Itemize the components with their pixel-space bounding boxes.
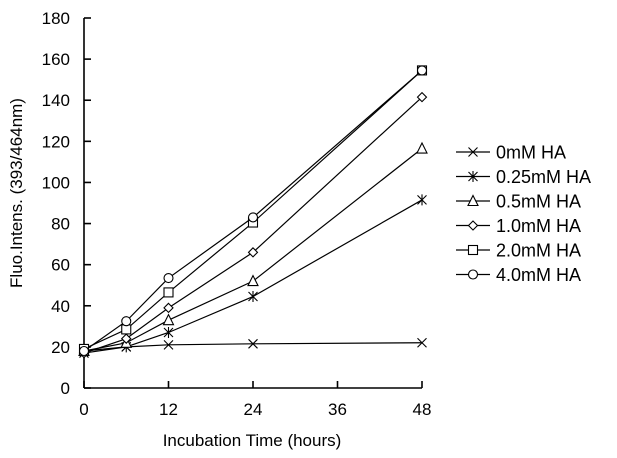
legend-label: 2.0mM HA bbox=[496, 241, 581, 261]
legend-marker bbox=[467, 220, 479, 231]
series bbox=[78, 65, 428, 359]
legend: 0mM HA 0.25mM HA 0.5mM HA 1.0mM HA 2.0mM HA 4… bbox=[456, 143, 591, 285]
x-tick-label: 12 bbox=[159, 400, 178, 419]
circle-marker-shape bbox=[78, 345, 90, 357]
y-tick-label: 160 bbox=[42, 50, 70, 69]
data-point bbox=[121, 316, 132, 327]
data-point bbox=[121, 324, 132, 335]
circle-marker-shape bbox=[467, 269, 479, 280]
x-tick-label: 24 bbox=[244, 400, 263, 419]
legend-item: 0.25mM HA bbox=[456, 167, 591, 187]
series-square bbox=[78, 65, 428, 354]
legend-marker bbox=[467, 194, 479, 207]
circle-marker-shape bbox=[163, 272, 174, 284]
data-point bbox=[417, 337, 427, 348]
y-tick-label: 180 bbox=[42, 9, 70, 28]
diamond-marker-shape bbox=[467, 220, 479, 231]
y-tick-label: 20 bbox=[51, 338, 70, 357]
data-point bbox=[163, 272, 174, 284]
x-marker-shape bbox=[248, 338, 258, 349]
legend-label: 0mM HA bbox=[496, 143, 566, 163]
star-marker-shape bbox=[417, 194, 427, 206]
series-circle bbox=[78, 65, 428, 357]
data-point bbox=[416, 91, 428, 103]
data-point bbox=[78, 345, 90, 357]
y-tick-label: 60 bbox=[51, 256, 70, 275]
legend-item: 0mM HA bbox=[456, 143, 566, 163]
legend-marker bbox=[467, 244, 479, 256]
y-tick-label: 100 bbox=[42, 173, 70, 192]
circle-marker-shape bbox=[416, 65, 428, 76]
data-point bbox=[417, 194, 427, 206]
legend-label: 1.0mM HA bbox=[496, 216, 581, 236]
diamond-marker-shape bbox=[163, 302, 174, 314]
x-tick-label: 36 bbox=[328, 400, 347, 419]
x-tick-label: 0 bbox=[79, 400, 88, 419]
x-marker-shape bbox=[468, 147, 478, 157]
x-tick-label: 48 bbox=[413, 400, 432, 419]
diamond-marker-shape bbox=[247, 247, 259, 258]
y-tick-label: 120 bbox=[42, 132, 70, 151]
legend-item: 2.0mM HA bbox=[456, 241, 581, 261]
data-point bbox=[247, 212, 259, 223]
data-point bbox=[163, 327, 174, 338]
legend-item: 4.0mM HA bbox=[456, 265, 581, 285]
x-axis-label: Incubation Time (hours) bbox=[163, 431, 342, 450]
data-point bbox=[416, 65, 428, 76]
data-point bbox=[248, 338, 258, 349]
data-point bbox=[247, 247, 259, 258]
triangle-marker-shape bbox=[162, 313, 175, 326]
triangle-marker-shape bbox=[467, 194, 479, 207]
data-point bbox=[163, 287, 174, 298]
y-tick-label: 80 bbox=[51, 215, 70, 234]
ticks: 0 20 40 60 80 100 120 140 160 180 0 12 24 36 48 bbox=[42, 9, 432, 419]
circle-marker-shape bbox=[121, 316, 132, 327]
star-marker-shape bbox=[248, 291, 258, 303]
diamond-marker-shape bbox=[120, 333, 132, 344]
series-line bbox=[83, 69, 423, 352]
legend-marker bbox=[468, 171, 478, 182]
data-point bbox=[162, 313, 175, 326]
data-point bbox=[163, 339, 174, 350]
legend-label: 4.0mM HA bbox=[496, 265, 581, 285]
square-marker-shape bbox=[121, 324, 132, 335]
x-marker-shape bbox=[417, 337, 427, 348]
data-point bbox=[416, 141, 428, 154]
legend-item: 0.5mM HA bbox=[456, 192, 581, 212]
legend-marker bbox=[468, 147, 478, 157]
star-marker-shape bbox=[163, 327, 174, 338]
square-marker-shape bbox=[163, 287, 174, 298]
data-point bbox=[120, 333, 132, 344]
y-tick-label: 40 bbox=[51, 297, 70, 316]
y-tick-label: 140 bbox=[42, 91, 70, 110]
diamond-marker-shape bbox=[416, 91, 428, 103]
series-line bbox=[83, 69, 423, 350]
triangle-marker-shape bbox=[416, 141, 428, 154]
data-point bbox=[247, 274, 259, 287]
legend-label: 0.25mM HA bbox=[496, 167, 591, 187]
square-marker-shape bbox=[467, 244, 479, 256]
legend-label: 0.5mM HA bbox=[496, 192, 581, 212]
legend-item: 1.0mM HA bbox=[456, 216, 581, 236]
data-point bbox=[163, 302, 174, 314]
circle-marker-shape bbox=[247, 212, 259, 223]
y-tick-label: 0 bbox=[61, 379, 70, 398]
data-point bbox=[248, 291, 258, 303]
triangle-marker-shape bbox=[247, 274, 259, 287]
legend-marker bbox=[467, 269, 479, 280]
x-marker-shape bbox=[163, 339, 174, 350]
y-axis-label: Fluo.Intens. (393/464nm) bbox=[7, 98, 26, 288]
star-marker-shape bbox=[468, 171, 478, 182]
